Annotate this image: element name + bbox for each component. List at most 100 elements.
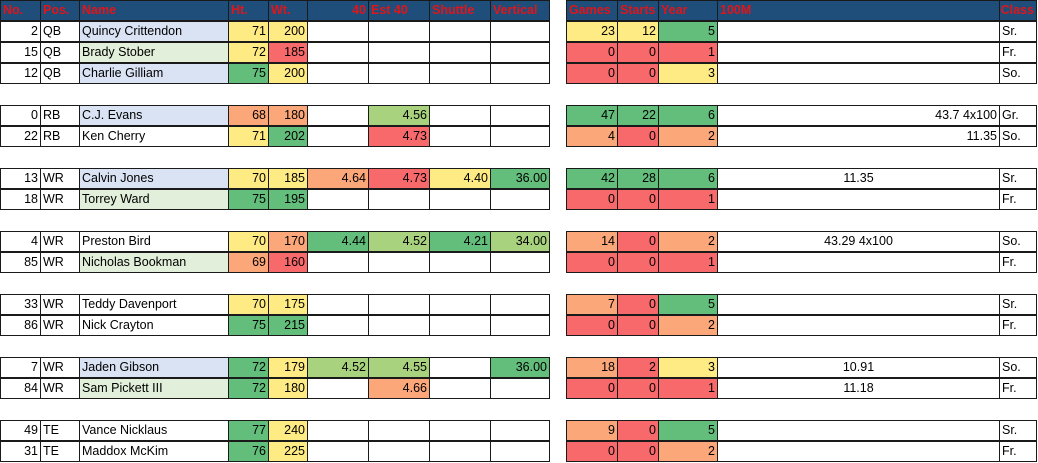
cell-ht[interactable]: 71 (228, 21, 269, 42)
cell-games[interactable]: 42 (566, 168, 618, 189)
cell-cls[interactable]: So. (999, 63, 1037, 84)
cell-forty[interactable] (307, 21, 369, 42)
cell-starts[interactable]: 0 (617, 231, 659, 252)
header-wt[interactable]: Wt. (268, 0, 308, 21)
cell-forty[interactable] (307, 441, 369, 462)
cell-wt[interactable]: 225 (268, 441, 308, 462)
cell-est40[interactable] (368, 189, 430, 210)
cell-no[interactable]: 12 (0, 63, 41, 84)
cell-forty[interactable]: 4.64 (307, 168, 369, 189)
cell-vertical[interactable] (490, 441, 550, 462)
cell-cls[interactable]: Fr. (999, 315, 1037, 336)
cell-year[interactable]: 5 (658, 21, 718, 42)
cell-est40[interactable] (368, 441, 430, 462)
cell-vertical[interactable] (490, 63, 550, 84)
cell-starts[interactable]: 0 (617, 252, 659, 273)
cell-games[interactable]: 0 (566, 252, 618, 273)
cell-year[interactable]: 1 (658, 189, 718, 210)
cell-name[interactable]: Preston Bird (79, 231, 229, 252)
cell-m100[interactable]: 11.18 (717, 378, 1000, 399)
cell-shuttle[interactable] (429, 105, 491, 126)
cell-vertical[interactable] (490, 21, 550, 42)
cell-cls[interactable]: Fr. (999, 189, 1037, 210)
cell-pos[interactable]: WR (40, 168, 80, 189)
cell-year[interactable]: 1 (658, 378, 718, 399)
cell-starts[interactable]: 0 (617, 42, 659, 63)
cell-cls[interactable]: Sr. (999, 294, 1037, 315)
cell-cls[interactable]: Gr. (999, 105, 1037, 126)
cell-shuttle[interactable] (429, 441, 491, 462)
cell-wt[interactable]: 240 (268, 420, 308, 441)
cell-name[interactable]: Ken Cherry (79, 126, 229, 147)
cell-shuttle[interactable]: 4.21 (429, 231, 491, 252)
cell-est40[interactable]: 4.66 (368, 378, 430, 399)
cell-ht[interactable]: 72 (228, 378, 269, 399)
cell-year[interactable]: 1 (658, 42, 718, 63)
cell-starts[interactable]: 0 (617, 441, 659, 462)
cell-name[interactable]: Nicholas Bookman (79, 252, 229, 273)
cell-est40[interactable]: 4.73 (368, 168, 430, 189)
cell-no[interactable]: 0 (0, 105, 41, 126)
cell-pos[interactable]: WR (40, 378, 80, 399)
cell-shuttle[interactable] (429, 420, 491, 441)
cell-games[interactable]: 18 (566, 357, 618, 378)
cell-cls[interactable]: So. (999, 357, 1037, 378)
cell-wt[interactable]: 180 (268, 378, 308, 399)
cell-games[interactable]: 9 (566, 420, 618, 441)
cell-pos[interactable]: WR (40, 357, 80, 378)
cell-cls[interactable]: Fr. (999, 441, 1037, 462)
cell-no[interactable]: 49 (0, 420, 41, 441)
cell-m100[interactable] (717, 63, 1000, 84)
cell-pos[interactable]: WR (40, 252, 80, 273)
cell-no[interactable]: 18 (0, 189, 41, 210)
cell-shuttle[interactable] (429, 357, 491, 378)
header-no[interactable]: No. (0, 0, 41, 21)
cell-forty[interactable] (307, 105, 369, 126)
cell-ht[interactable]: 70 (228, 231, 269, 252)
cell-m100[interactable] (717, 420, 1000, 441)
cell-name[interactable]: Vance Nicklaus (79, 420, 229, 441)
cell-no[interactable]: 31 (0, 441, 41, 462)
cell-no[interactable]: 13 (0, 168, 41, 189)
cell-year[interactable]: 2 (658, 441, 718, 462)
cell-ht[interactable]: 72 (228, 42, 269, 63)
cell-wt[interactable]: 185 (268, 168, 308, 189)
header-vertical[interactable]: Vertical (490, 0, 550, 21)
cell-year[interactable]: 2 (658, 231, 718, 252)
cell-ht[interactable]: 72 (228, 357, 269, 378)
cell-games[interactable]: 7 (566, 294, 618, 315)
cell-name[interactable]: Brady Stober (79, 42, 229, 63)
cell-shuttle[interactable]: 4.40 (429, 168, 491, 189)
cell-starts[interactable]: 0 (617, 294, 659, 315)
cell-cls[interactable]: Sr. (999, 420, 1037, 441)
cell-games[interactable]: 47 (566, 105, 618, 126)
cell-forty[interactable] (307, 315, 369, 336)
cell-m100[interactable]: 43.29 4x100 (717, 231, 1000, 252)
cell-year[interactable]: 5 (658, 420, 718, 441)
cell-no[interactable]: 84 (0, 378, 41, 399)
cell-cls[interactable]: Sr. (999, 21, 1037, 42)
cell-pos[interactable]: RB (40, 126, 80, 147)
cell-m100[interactable]: 11.35 (717, 126, 1000, 147)
cell-shuttle[interactable] (429, 42, 491, 63)
cell-starts[interactable]: 12 (617, 21, 659, 42)
cell-games[interactable]: 0 (566, 441, 618, 462)
cell-no[interactable]: 2 (0, 21, 41, 42)
cell-forty[interactable]: 4.52 (307, 357, 369, 378)
cell-forty[interactable] (307, 126, 369, 147)
cell-name[interactable]: Torrey Ward (79, 189, 229, 210)
cell-est40[interactable]: 4.73 (368, 126, 430, 147)
cell-shuttle[interactable] (429, 252, 491, 273)
cell-games[interactable]: 0 (566, 378, 618, 399)
cell-est40[interactable] (368, 294, 430, 315)
cell-m100[interactable] (717, 189, 1000, 210)
cell-no[interactable]: 7 (0, 357, 41, 378)
cell-cls[interactable]: So. (999, 126, 1037, 147)
cell-starts[interactable]: 0 (617, 189, 659, 210)
cell-cls[interactable]: Fr. (999, 42, 1037, 63)
cell-cls[interactable]: Fr. (999, 378, 1037, 399)
cell-name[interactable]: Calvin Jones (79, 168, 229, 189)
cell-ht[interactable]: 75 (228, 315, 269, 336)
cell-wt[interactable]: 160 (268, 252, 308, 273)
cell-wt[interactable]: 170 (268, 231, 308, 252)
